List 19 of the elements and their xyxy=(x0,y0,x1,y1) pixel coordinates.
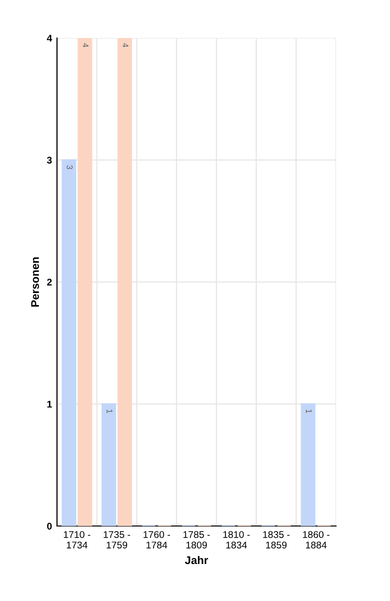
x-tick-label: 1810 - 1834 xyxy=(223,531,250,548)
x-axis-title: Jahr xyxy=(184,556,208,564)
data-label: 1 xyxy=(106,410,112,414)
y-tick-label: 3 xyxy=(46,156,52,164)
y-tick-label: 0 xyxy=(47,522,52,530)
x-tick-label: 1835 - 1859 xyxy=(263,531,290,548)
data-label: 4 xyxy=(122,43,128,48)
x-tick-label: 1760 - 1784 xyxy=(144,531,170,548)
data-label: 4 xyxy=(82,43,88,48)
x-tick-label: 1860 - 1884 xyxy=(303,531,330,548)
y-tick-label: 1 xyxy=(47,400,52,408)
x-tick-label: 1735 - 1759 xyxy=(104,531,130,548)
x-tick-label: 1785 - 1809 xyxy=(183,531,210,548)
data-label: 1 xyxy=(306,410,312,414)
y-tick-label: 4 xyxy=(46,34,52,42)
y-tick-label: 2 xyxy=(47,278,52,286)
data-label: 3 xyxy=(66,165,73,170)
x-tick-label: 1710 - 1734 xyxy=(64,531,90,548)
y-axis-title: Personen xyxy=(31,257,39,307)
